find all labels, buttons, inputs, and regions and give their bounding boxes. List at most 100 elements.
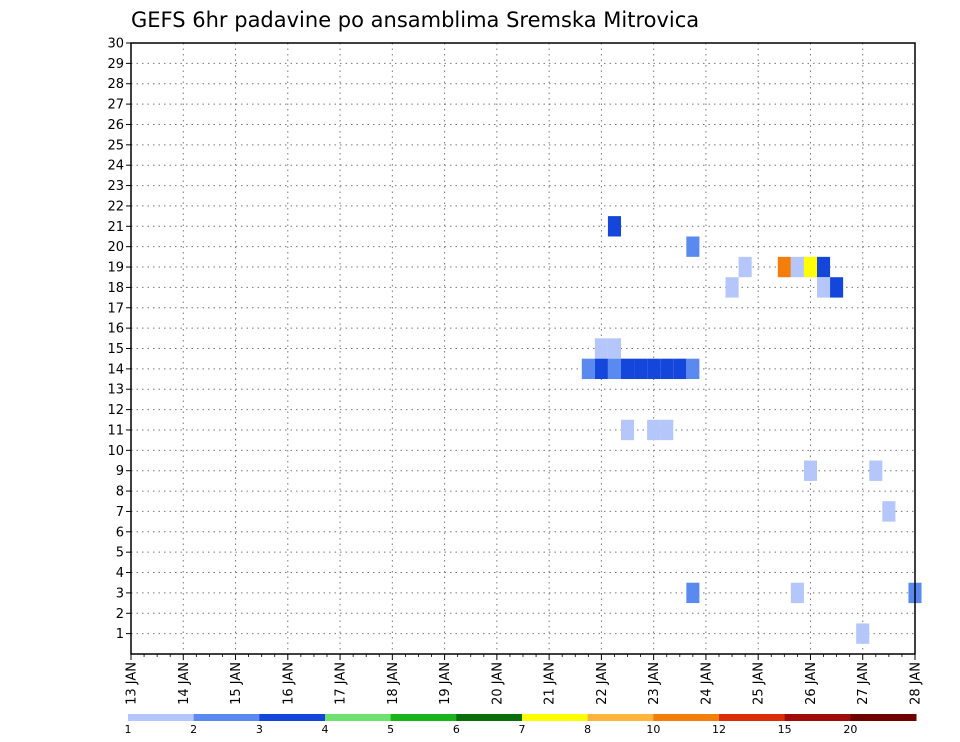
y-tick-label: 21 [107, 220, 124, 235]
y-tick-label: 29 [107, 57, 124, 72]
precip-cell [738, 256, 752, 278]
y-tick-label: 19 [107, 261, 124, 276]
precip-cell [869, 460, 883, 481]
y-tick-label: 2 [116, 607, 124, 622]
y-tick-label: 9 [116, 464, 124, 479]
y-tick-label: 6 [116, 525, 124, 540]
x-tick-label: 26 JAN [804, 662, 819, 705]
x-tick-label: 25 JAN [752, 662, 767, 705]
y-tick-label: 10 [107, 444, 124, 459]
data-cells [581, 216, 922, 644]
legend-swatch [784, 714, 851, 721]
legend-swatch [653, 714, 720, 721]
precip-cell [777, 256, 791, 278]
legend-swatch [128, 714, 195, 721]
y-tick-label: 23 [107, 179, 124, 194]
legend-swatch [325, 714, 392, 721]
precip-cell [790, 582, 804, 604]
precip-cell [647, 358, 661, 380]
y-tick-label: 7 [116, 505, 124, 520]
legend-swatch [522, 714, 589, 721]
precip-cell [607, 216, 621, 237]
y-tick-label: 8 [116, 485, 124, 500]
precip-cell [830, 277, 844, 298]
precip-cell [660, 358, 674, 380]
x-tick-label: 24 JAN [699, 662, 714, 705]
y-tick-label: 11 [107, 423, 124, 438]
grid [130, 42, 916, 654]
x-tick-label: 18 JAN [386, 662, 401, 705]
legend-swatch [587, 714, 654, 721]
legend-swatch [850, 714, 917, 721]
legend-label: 20 [843, 723, 857, 736]
precip-cell [817, 256, 831, 278]
y-tick-label: 16 [107, 322, 124, 337]
legend-swatch [456, 714, 523, 721]
precip-cell [673, 358, 687, 380]
legend-label: 12 [712, 723, 726, 736]
precip-cell [621, 358, 635, 380]
x-tick-label: 23 JAN [647, 662, 662, 705]
precip-cell [647, 419, 661, 441]
legend-swatch [390, 714, 457, 721]
legend-label: 6 [453, 723, 460, 736]
precip-cell [594, 358, 608, 380]
y-tick-label: 3 [116, 586, 124, 601]
x-tick-label: 20 JAN [490, 662, 505, 705]
precip-cell [803, 256, 817, 278]
precip-cell [607, 338, 621, 359]
y-tick-label: 13 [107, 383, 124, 398]
x-tick-label: 28 JAN [909, 662, 924, 705]
precip-cell [725, 277, 739, 298]
legend-label: 5 [387, 723, 394, 736]
y-tick-label: 14 [107, 362, 124, 377]
y-tick-label: 18 [107, 281, 124, 296]
y-tick-label: 20 [107, 240, 124, 255]
y-tick-label: 4 [116, 566, 124, 581]
precip-cell [686, 358, 700, 380]
y-tick-label: 27 [107, 98, 124, 113]
x-tick-label: 15 JAN [229, 662, 244, 705]
precip-cell [634, 358, 648, 380]
legend-label: 4 [322, 723, 329, 736]
y-tick-label: 15 [107, 342, 124, 357]
precip-cell [882, 501, 896, 522]
precip-cell [581, 358, 595, 380]
y-axis: 1234567891011121314151617181920212223242… [107, 37, 131, 642]
legend-label: 3 [256, 723, 263, 736]
y-tick-label: 17 [107, 301, 124, 316]
precip-cell [817, 277, 831, 298]
legend-label: 10 [646, 723, 660, 736]
y-tick-label: 1 [116, 627, 124, 642]
legend-swatch [193, 714, 260, 721]
y-tick-label: 26 [107, 118, 124, 133]
x-tick-label: 14 JAN [177, 662, 192, 705]
legend-label: 8 [584, 723, 591, 736]
x-tick-label: 13 JAN [125, 662, 140, 705]
y-tick-label: 28 [107, 77, 124, 92]
legend-label: 15 [778, 723, 792, 736]
x-tick-label: 22 JAN [595, 662, 610, 705]
precip-cell [803, 460, 817, 481]
legend-label: 2 [190, 723, 197, 736]
x-tick-label: 21 JAN [543, 662, 558, 705]
x-tick-label: 17 JAN [334, 662, 349, 705]
precip-cell [660, 419, 674, 441]
x-tick-label: 19 JAN [438, 662, 453, 705]
precip-cell [621, 419, 635, 441]
legend-label: 1 [125, 723, 132, 736]
x-axis: 13 JAN 14 JAN 15 JAN 16 JAN 17 JAN 18 JAN 19 J… [125, 654, 924, 705]
y-tick-label: 24 [107, 159, 124, 174]
precip-cell [594, 338, 608, 359]
precip-cell [686, 236, 700, 257]
legend-label: 7 [519, 723, 526, 736]
y-tick-label: 12 [107, 403, 124, 418]
precip-cell [790, 256, 804, 278]
legend-swatch [259, 714, 326, 721]
precip-cell [686, 582, 700, 604]
y-tick-label: 22 [107, 199, 124, 214]
x-tick-label: 16 JAN [281, 662, 296, 705]
precip-cell [856, 623, 870, 644]
y-tick-label: 5 [116, 546, 124, 561]
